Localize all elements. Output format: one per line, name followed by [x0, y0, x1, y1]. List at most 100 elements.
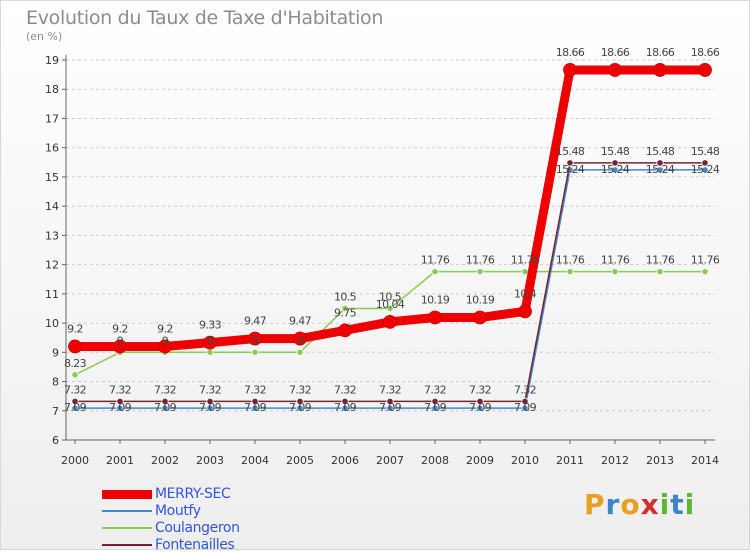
data-label: 11.76: [691, 254, 720, 267]
data-label: 7.32: [109, 383, 131, 396]
data-label: 7.32: [244, 383, 266, 396]
chart-title: Evolution du Taux de Taxe d'Habitation: [26, 7, 384, 29]
data-label: 11.76: [466, 254, 495, 267]
data-label: 15.48: [601, 145, 630, 158]
data-label: 9.2: [157, 322, 173, 335]
data-label: 7.32: [334, 383, 356, 396]
data-label: 9.75: [334, 306, 357, 319]
x-tick-label: 2002: [151, 454, 179, 467]
legend-swatch: [102, 489, 152, 499]
logo-letter: o: [620, 488, 641, 521]
data-label: 7.32: [199, 383, 221, 396]
data-label: 11.76: [646, 254, 675, 267]
x-tick-label: 2005: [286, 454, 314, 467]
data-label: 15.48: [691, 145, 720, 158]
data-point: [701, 268, 709, 276]
data-label: 10.5: [334, 290, 357, 303]
data-label: 11.76: [556, 254, 585, 267]
data-point: [611, 166, 619, 174]
data-label: 10.04: [376, 298, 405, 311]
y-tick-label: 13: [45, 229, 59, 242]
data-label: 7.09: [514, 401, 537, 414]
x-tick-label: 2012: [601, 454, 629, 467]
data-label: 7.09: [199, 401, 222, 414]
x-tick-label: 2009: [466, 454, 494, 467]
legend-label: Moutfy: [155, 503, 201, 519]
data-point: [71, 397, 79, 406]
data-label: 8.23: [64, 357, 87, 370]
data-point: [656, 268, 664, 276]
x-tick-label: 2003: [196, 454, 224, 467]
x-tick-label: 2010: [511, 454, 539, 467]
data-label: 10.19: [421, 294, 450, 307]
data-point: [341, 397, 349, 406]
proxiti-logo: Proxiti: [584, 488, 695, 521]
data-point: [71, 371, 79, 379]
unit-label: (en %): [26, 30, 63, 43]
data-label: 7.32: [424, 383, 446, 396]
y-tick-label: 10: [45, 317, 59, 330]
data-label: 7.09: [469, 401, 492, 414]
x-tick-label: 2001: [106, 454, 134, 467]
data-label: 18.66: [691, 46, 720, 59]
data-point: [296, 348, 304, 356]
x-tick-label: 2000: [61, 454, 89, 467]
legend-swatch: [102, 544, 152, 546]
data-label: 7.09: [154, 401, 177, 414]
x-tick-label: 2007: [376, 454, 404, 467]
data-point: [563, 63, 577, 77]
legend-swatch: [102, 510, 152, 512]
y-tick-label: 17: [45, 112, 59, 125]
data-label: 9: [117, 334, 124, 347]
series-line-fontenailles: [74, 162, 706, 403]
legend-label: Fontenailles: [155, 537, 235, 553]
legend-label: MERRY-SEC: [155, 486, 231, 502]
data-point: [251, 348, 259, 356]
data-label: 15.24: [556, 163, 585, 176]
legend-label: Coulangeron: [155, 520, 240, 536]
data-label: 7.09: [109, 401, 132, 414]
data-label: 10.4: [514, 287, 537, 300]
y-tick-label: 8: [52, 376, 59, 389]
y-tick-label: 19: [45, 54, 59, 67]
data-label: 10.5: [379, 290, 402, 303]
y-tick-label: 9: [52, 346, 59, 359]
data-point: [431, 268, 439, 276]
data-label: 9.47: [289, 315, 312, 328]
y-tick-label: 18: [45, 83, 59, 96]
data-label: 7.09: [424, 401, 447, 414]
x-tick-label: 2008: [421, 454, 449, 467]
data-point: [341, 304, 349, 313]
data-point: [701, 166, 709, 174]
data-point: [428, 310, 442, 325]
data-label: 9.33: [199, 319, 222, 332]
data-point: [656, 166, 664, 174]
y-tick-label: 6: [52, 434, 59, 447]
data-label: 10.19: [466, 294, 495, 307]
data-point: [383, 315, 397, 329]
data-label: 15.24: [691, 163, 720, 176]
data-point: [206, 348, 214, 356]
data-label: 15.48: [556, 145, 585, 158]
data-label: 7.32: [469, 383, 491, 396]
data-label: 15.24: [601, 163, 630, 176]
data-label: 7.32: [154, 383, 176, 396]
data-point: [521, 268, 529, 276]
data-label: 18.66: [601, 46, 630, 59]
legend: MERRY-SEC Moutfy Coulangeron Fontenailles: [102, 486, 302, 554]
data-label: 7.09: [64, 401, 87, 414]
y-tick-label: 16: [45, 142, 59, 155]
data-point: [566, 159, 574, 167]
logo-letter: P: [584, 488, 606, 521]
data-point: [608, 63, 622, 77]
legend-swatch: [102, 527, 152, 529]
data-point: [116, 397, 124, 406]
data-label: 9: [252, 334, 259, 347]
logo-letter: r: [605, 488, 621, 521]
x-tick-label: 2006: [331, 454, 359, 467]
data-point: [296, 397, 304, 406]
legend-item: Fontenailles: [102, 537, 302, 554]
data-label: 7.32: [514, 383, 536, 396]
y-tick-label: 11: [45, 288, 59, 301]
